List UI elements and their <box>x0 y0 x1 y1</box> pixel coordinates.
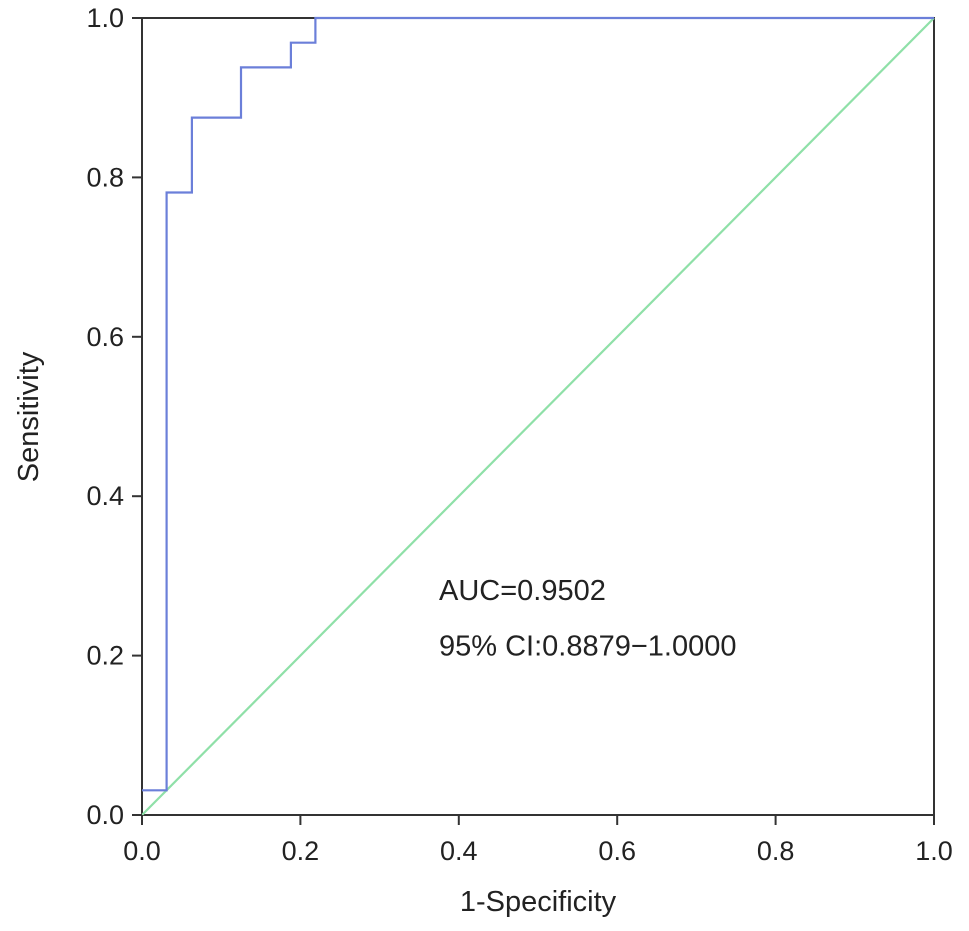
y-tick-label: 1.0 <box>86 3 124 33</box>
y-tick-label: 0.0 <box>86 800 124 830</box>
y-axis-title: Sensitivity <box>13 351 45 482</box>
x-tick-label: 0.0 <box>123 836 161 866</box>
x-tick-label: 0.8 <box>757 836 795 866</box>
annotation-ci: 95% CI:0.8879−1.0000 <box>439 631 737 663</box>
x-axis-title: 1-Specificity <box>460 886 617 918</box>
y-tick-label: 0.2 <box>86 641 124 671</box>
diagonal-layer <box>141 17 935 816</box>
x-tick-label: 0.6 <box>598 836 636 866</box>
roc-curve-layer <box>142 16 934 792</box>
x-axis: 0.0 0.2 0.4 0.6 0.8 1.0 <box>123 815 953 866</box>
roc-curve-line <box>142 16 934 792</box>
y-tick-label: 0.4 <box>86 481 124 511</box>
y-tick-label: 0.6 <box>86 322 124 352</box>
x-tick-label: 0.2 <box>282 836 320 866</box>
y-axis: 0.0 0.2 0.4 0.6 0.8 1.0 <box>86 3 142 830</box>
annotations: AUC=0.9502 95% CI:0.8879−1.0000 <box>439 575 737 663</box>
annotation-auc: AUC=0.9502 <box>439 575 606 607</box>
reference-diagonal-line <box>141 17 935 816</box>
x-tick-label: 0.4 <box>440 836 478 866</box>
y-tick-label: 0.8 <box>86 162 124 192</box>
x-tick-label: 1.0 <box>915 836 953 866</box>
